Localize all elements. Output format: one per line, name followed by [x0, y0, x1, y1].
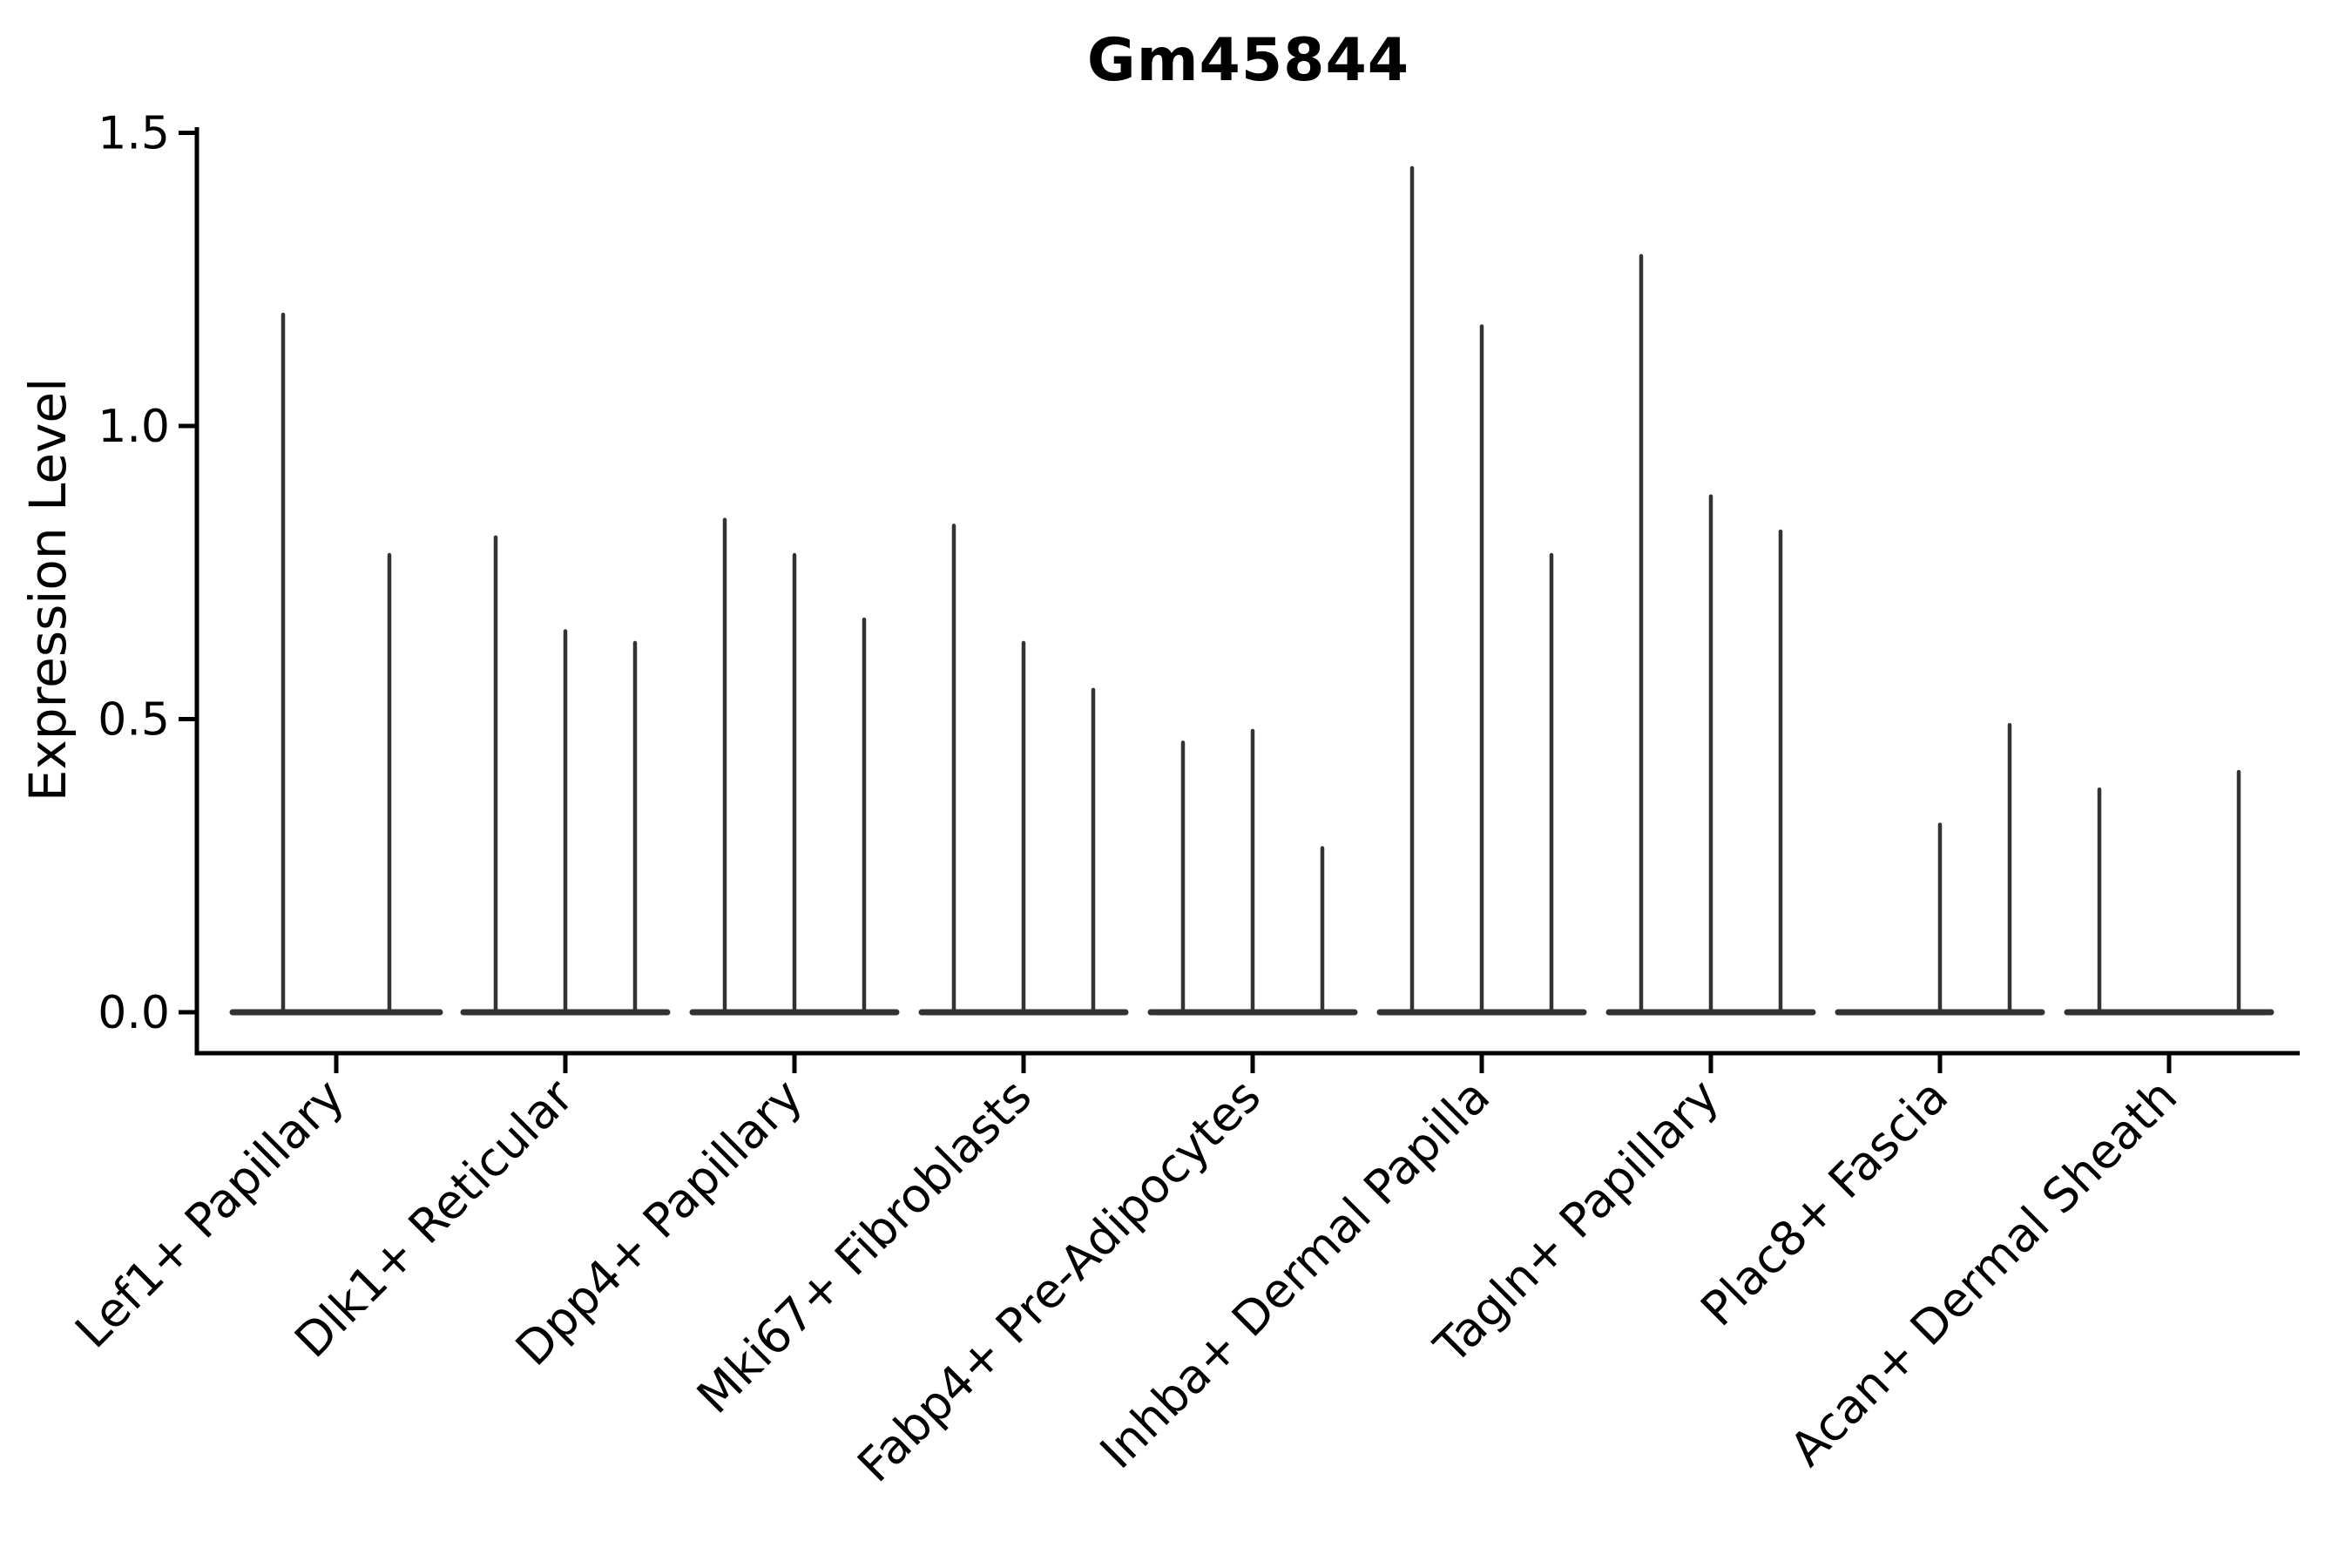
y-tick-label: 1.0 — [98, 401, 170, 453]
y-tick-label: 0.5 — [98, 694, 170, 747]
x-tick-label: Inhba+ Dermal Papilla — [1090, 1069, 1500, 1479]
y-tick-label: 1.5 — [98, 108, 170, 160]
x-tick-label: Plac8+ Fascia — [1690, 1069, 1958, 1337]
x-tick-label: Acan+ Dermal Sheath — [1780, 1069, 2187, 1477]
x-tick-label: Fabp4+ Pre-Adipocytes — [847, 1069, 1271, 1493]
y-tick-label: 0.0 — [98, 987, 170, 1039]
chart-title: Gm45844 — [1086, 26, 1410, 95]
